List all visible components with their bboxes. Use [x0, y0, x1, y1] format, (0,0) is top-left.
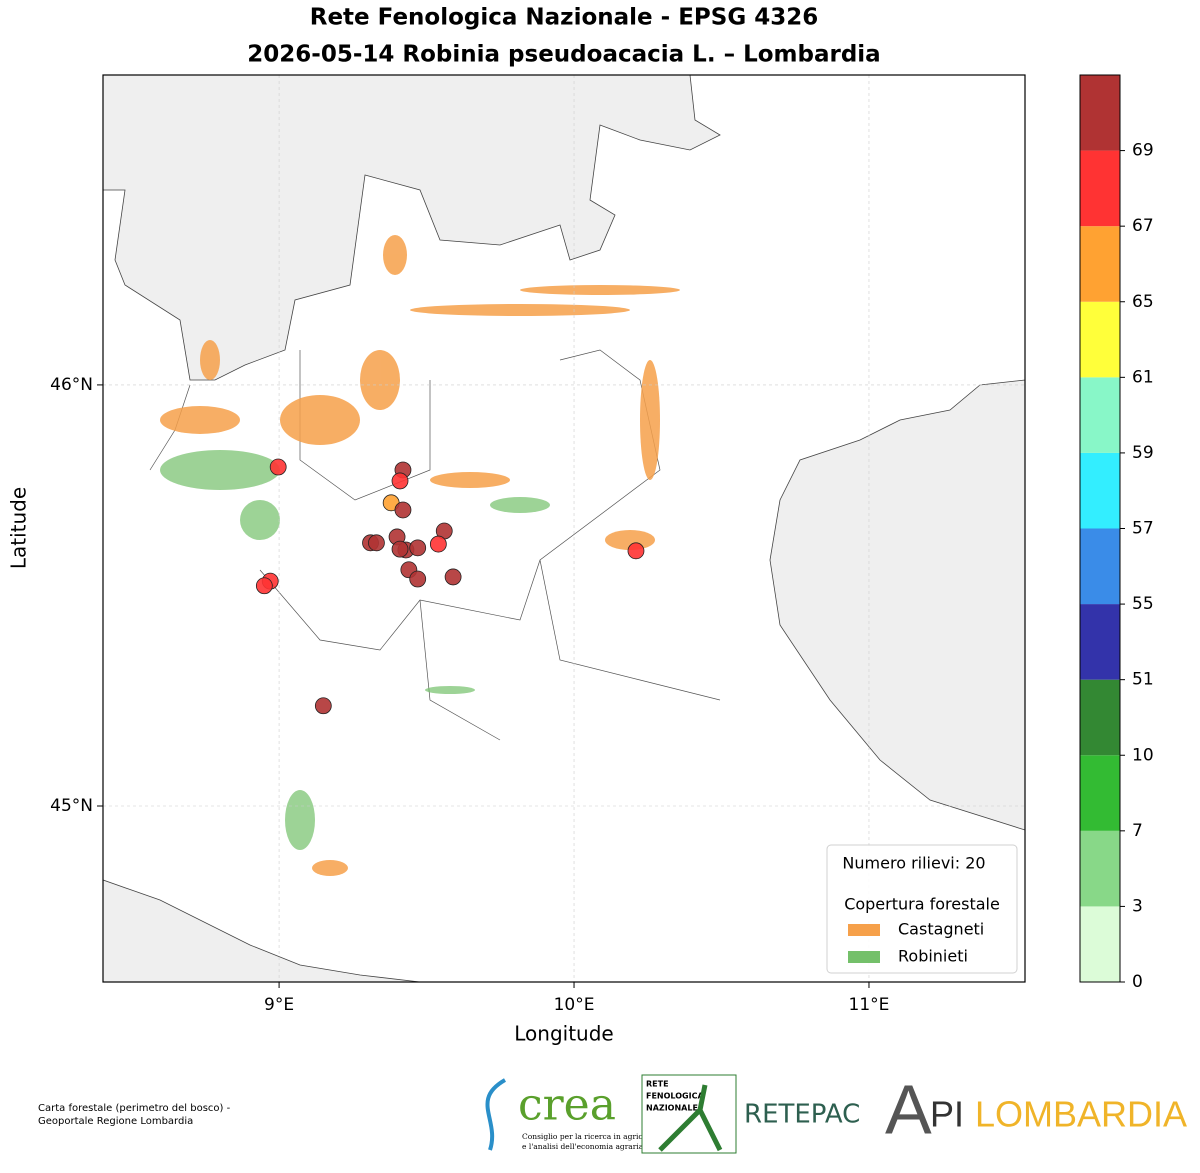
observation-point	[314, 697, 332, 715]
legend-label: Robinieti	[898, 947, 968, 966]
colorbar-tick-label: 57	[1132, 519, 1154, 539]
source-note: Geoportale Regione Lombardia	[38, 1116, 193, 1127]
logo-rfn: RETE	[646, 1080, 669, 1089]
legend-label: Castagneti	[898, 920, 984, 939]
colorbar-tick-label: 67	[1132, 216, 1154, 236]
observation-point	[269, 458, 287, 476]
colorbar-tick-label: 65	[1132, 292, 1154, 312]
colorbar-segment	[1080, 75, 1120, 151]
x-tick-label: 11°E	[849, 995, 890, 1015]
logo-crea: crea	[518, 1080, 616, 1131]
colorbar-tick-label: 3	[1132, 896, 1143, 916]
logo-api-a: A	[885, 1070, 932, 1148]
colorbar-frame	[1079, 74, 1121, 983]
observation-point	[429, 535, 447, 553]
logo-retepac: RETEPAC	[744, 1100, 860, 1130]
logo-rfn: NAZIONALE	[646, 1104, 698, 1113]
source-note: Carta forestale (perimetro del bosco) -	[38, 1103, 231, 1114]
logo-api-pi: PI	[930, 1094, 964, 1135]
legend-title: Copertura forestale	[844, 895, 1000, 914]
colorbar-segment	[1080, 830, 1120, 907]
observation-point	[391, 540, 409, 558]
observation-point	[409, 570, 427, 588]
colorbar-segment	[1080, 301, 1120, 378]
y-tick-label: 46°N	[50, 375, 93, 395]
colorbar-segment	[1080, 377, 1120, 453]
y-axis-label: Latitude	[7, 487, 31, 569]
colorbar-segment	[1080, 679, 1120, 756]
colorbar-segment	[1080, 604, 1120, 680]
chart-subtitle: 2026-05-14 Robinia pseudoacacia L. – Lom…	[247, 42, 880, 68]
legend-swatch	[848, 924, 880, 936]
logo-crea-sub: e l'analisi dell'economia agraria	[522, 1142, 644, 1151]
colorbar-segment	[1080, 528, 1120, 605]
x-tick-label: 10°E	[554, 995, 595, 1015]
legend-swatch	[848, 951, 880, 963]
colorbar-tick-label: 59	[1132, 443, 1154, 463]
colorbar-tick-label: 10	[1132, 745, 1154, 765]
colorbar-tick-label: 51	[1132, 670, 1154, 690]
logo-crea-sub: Consiglio per la ricerca in agricoltura	[522, 1132, 666, 1141]
observation-point	[627, 542, 645, 560]
colorbar-tick-label: 55	[1132, 594, 1154, 614]
colorbar-tick-label: 61	[1132, 367, 1154, 387]
observation-point	[255, 577, 273, 595]
map-background	[102, 74, 1026, 983]
plot-frame	[102, 74, 1026, 983]
observation-point	[368, 534, 385, 552]
chart-title: Rete Fenologica Nazionale - EPSG 4326	[310, 5, 818, 31]
colorbar-segment	[1080, 150, 1120, 227]
observation-point	[444, 568, 462, 586]
y-tick-label: 45°N	[50, 796, 93, 816]
x-tick-label: 9°E	[264, 995, 294, 1015]
logo-api-lombardia: LOMBARDIA	[975, 1094, 1187, 1135]
colorbar-tick-label: 7	[1132, 821, 1143, 841]
x-axis-label: Longitude	[514, 1022, 613, 1046]
footer: Carta forestale (perimetro del bosco) - …	[38, 1070, 1187, 1154]
colorbar-segment	[1080, 755, 1120, 831]
colorbar-segment	[1080, 226, 1120, 302]
colorbar-tick-label: 69	[1132, 141, 1154, 161]
legend: Numero rilievi: 20 Copertura forestale C…	[826, 844, 1018, 974]
legend-count: Numero rilievi: 20	[842, 854, 985, 873]
logo-rfn: FENOLOGICA	[646, 1092, 704, 1101]
colorbar-tick-label: 0	[1132, 972, 1143, 992]
colorbar-segment	[1080, 906, 1120, 982]
observation-point	[394, 501, 412, 519]
observation-point	[409, 539, 427, 557]
colorbar-segment	[1080, 452, 1120, 529]
observation-point	[391, 472, 409, 490]
